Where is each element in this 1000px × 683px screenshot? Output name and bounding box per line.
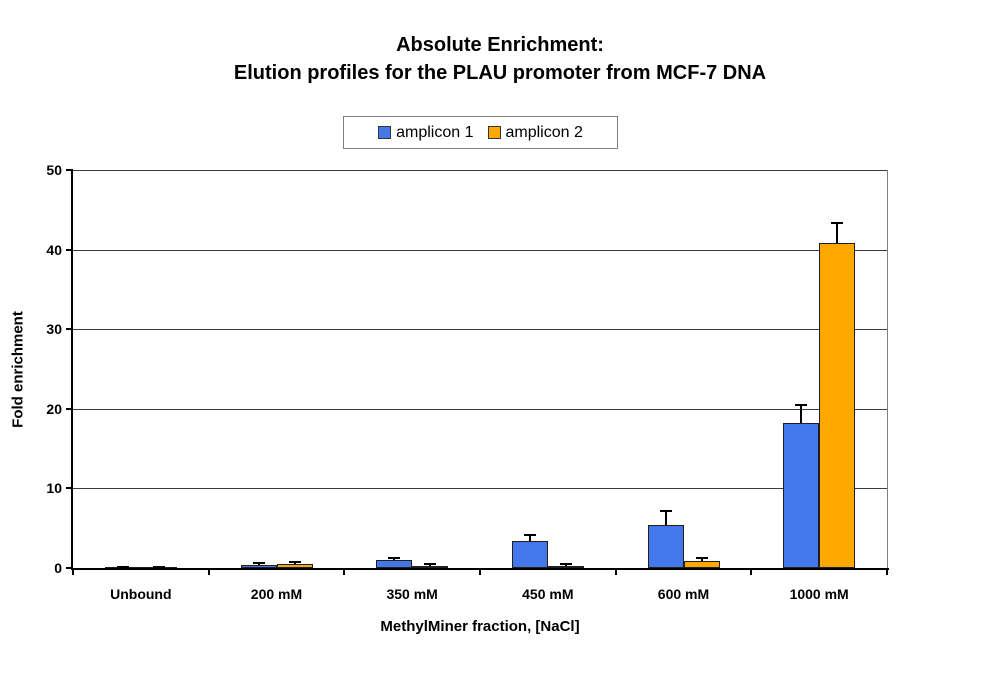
gridline-10 — [73, 488, 887, 490]
error-cap-0-0 — [116, 565, 129, 568]
gridline-40 — [73, 249, 887, 251]
chart-subtitle: Elution profiles for the PLAU promoter f… — [233, 62, 767, 84]
bar-amplicon-1-350-mM — [376, 560, 413, 568]
category-label-450-mM: 450 mM — [522, 586, 574, 602]
x-axis-title: MethylMiner fraction, [NaCl] — [380, 618, 580, 635]
plot-border-right — [887, 170, 888, 568]
error-cap-1-0 — [152, 565, 165, 568]
error-cap-0-1 — [252, 561, 265, 564]
bar-amplicon-1-450-mM — [511, 540, 548, 568]
legend-swatch-amplicon-2-icon — [487, 126, 501, 139]
y-tick-10 — [66, 487, 73, 490]
legend-entry-amplicon-2: amplicon 2 — [487, 123, 583, 142]
error-cap-0-3 — [523, 533, 536, 536]
x-tick-1 — [207, 568, 210, 575]
error-line-1-4 — [700, 557, 703, 561]
x-tick-5 — [750, 568, 753, 575]
chart-title: Absolute Enrichment: — [396, 34, 604, 56]
category-label-350-mM: 350 mM — [386, 586, 438, 602]
legend-entry-amplicon-1: amplicon 1 — [378, 123, 474, 142]
legend-label-amplicon-2: amplicon 2 — [505, 123, 583, 141]
y-tick-label-40: 40 — [46, 241, 62, 258]
error-cap-1-3 — [559, 562, 572, 565]
bar-amplicon-2-1000-mM — [819, 243, 856, 568]
category-label-Unbound: Unbound — [110, 586, 172, 602]
gridline-50 — [73, 170, 887, 171]
error-cap-0-4 — [659, 510, 672, 513]
y-tick-label-20: 20 — [46, 400, 62, 417]
y-tick-20 — [66, 407, 73, 410]
x-tick-6 — [886, 568, 888, 575]
error-cap-1-2 — [424, 562, 437, 565]
error-cap-1-5 — [831, 222, 844, 225]
bar-amplicon-2-450-mM — [547, 565, 584, 568]
bar-amplicon-1-200-mM — [240, 565, 277, 568]
y-tick-30 — [66, 328, 73, 331]
y-tick-40 — [66, 248, 73, 251]
error-line-0-5 — [800, 404, 803, 424]
error-cap-0-2 — [388, 556, 401, 559]
error-line-1-1 — [293, 561, 296, 564]
bar-amplicon-1-1000-mM — [783, 423, 820, 568]
gridline-20 — [73, 408, 887, 410]
x-tick-2 — [343, 568, 346, 575]
y-tick-50 — [66, 169, 73, 171]
y-tick-0 — [66, 567, 73, 569]
bar-amplicon-1-600-mM — [647, 525, 684, 568]
x-axis-line — [71, 568, 889, 570]
y-tick-label-50: 50 — [46, 162, 62, 178]
error-cap-0-5 — [795, 403, 808, 406]
legend-label-amplicon-1: amplicon 1 — [396, 123, 474, 141]
chart-title-block: Absolute Enrichment: Elution profiles fo… — [0, 31, 1000, 87]
error-line-1-5 — [836, 223, 839, 244]
error-cap-1-1 — [288, 560, 301, 563]
category-label-600-mM: 600 mM — [657, 586, 710, 602]
category-label-200-mM: 200 mM — [250, 586, 303, 602]
y-tick-label-0: 0 — [54, 560, 62, 576]
y-tick-label-30: 30 — [46, 321, 62, 338]
y-axis-title: Fold enrichment — [9, 311, 27, 428]
bar-amplicon-2-600-mM — [683, 560, 720, 568]
y-tick-label-10: 10 — [46, 480, 62, 497]
bar-amplicon-2-350-mM — [412, 565, 449, 568]
category-label-1000-mM: 1000 mM — [789, 586, 849, 602]
legend: amplicon 1 amplicon 2 — [343, 116, 618, 149]
error-line-0-4 — [664, 511, 667, 525]
gridline-30 — [73, 329, 887, 331]
error-line-0-2 — [393, 557, 396, 561]
y-axis-line — [71, 170, 73, 570]
x-tick-0 — [72, 568, 74, 575]
x-tick-4 — [614, 568, 617, 575]
error-cap-1-4 — [695, 556, 708, 559]
x-tick-3 — [479, 568, 481, 575]
error-line-0-1 — [257, 562, 260, 566]
bar-amplicon-2-200-mM — [276, 564, 313, 568]
error-line-0-3 — [528, 534, 531, 541]
legend-swatch-amplicon-1-icon — [378, 126, 392, 139]
